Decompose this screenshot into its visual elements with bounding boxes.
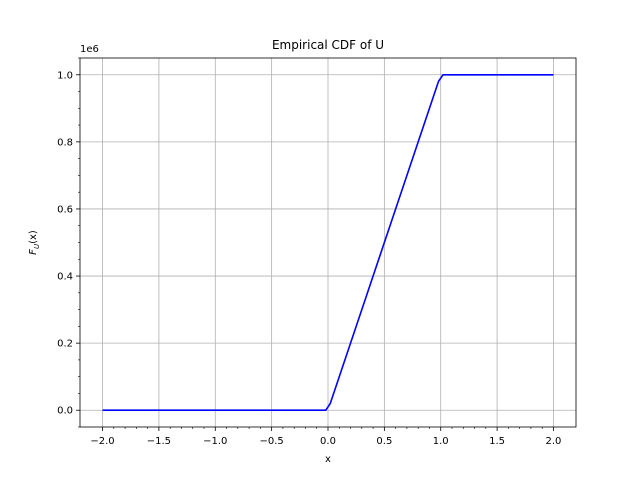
x-tick-label: −0.5 [259,436,283,447]
x-tick-label: −1.5 [147,436,171,447]
x-tick-label: −1.0 [203,436,227,447]
x-tick-label: 2.0 [546,436,562,447]
y-offset-text: 1e6 [80,44,99,55]
y-tick-label: 0.4 [57,272,73,283]
x-axis-label: x [325,454,331,465]
y-axis-label-main: F [28,249,39,255]
y-axis-label-rest: (x) [28,230,39,244]
y-axis: 0.0 0.2 0.4 0.6 0.8 1.0 [57,57,80,428]
y-tick-label: 1.0 [57,70,73,81]
x-tick-label: 0.5 [376,436,392,447]
chart-title: Empirical CDF of U [272,38,384,52]
x-tick-label: 0.0 [320,436,336,447]
ecdf-line [102,73,554,412]
x-tick-label: 1.0 [433,436,449,447]
grid-lines [80,58,576,427]
y-tick-label: 0.6 [57,204,73,215]
y-tick-label: 0.8 [57,137,73,148]
y-tick-label: 0.2 [57,339,73,350]
x-tick-label: −2.0 [90,436,114,447]
series-layer [102,73,554,412]
x-tick-label: 1.5 [489,436,505,447]
y-tick-label: 0.0 [57,406,73,417]
y-axis-label: FU(x) [28,230,41,255]
y-axis-label-group: FU(x) [28,230,41,255]
y-axis-label-sub: U [33,244,41,249]
x-axis: −2.0 −1.5 −1.0 −0.5 0.0 0.5 1.0 1.5 2.0 [90,427,561,447]
